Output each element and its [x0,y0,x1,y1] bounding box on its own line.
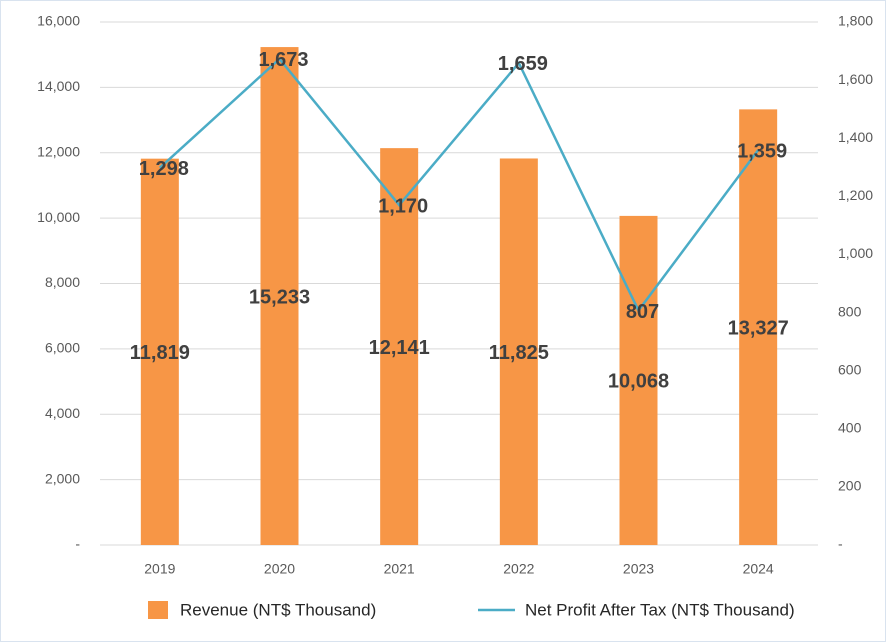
data-label: 13,327 [728,317,789,339]
x-tick-label: 2019 [144,561,175,577]
data-label: 11,819 [130,342,190,364]
x-tick-label: 2020 [264,561,295,577]
bar [739,109,778,545]
y2-tick-label: 1,400 [838,129,873,145]
y2-tick-label: 1,200 [838,187,873,203]
legend-label: Net Profit After Tax (NT$ Thousand) [525,600,795,619]
data-label: 1,298 [139,158,189,180]
x-tick-label: 2023 [623,561,654,577]
y-tick-label: 4,000 [45,405,80,421]
bar [499,158,538,545]
data-label: 1,659 [498,53,548,75]
y2-tick-label: 1,000 [838,245,873,261]
y-tick-label: 2,000 [45,470,80,486]
data-label: 15,233 [249,286,310,308]
y-tick-label: 6,000 [45,340,80,356]
line [158,57,760,313]
legend-label: Revenue (NT$ Thousand) [180,600,376,619]
legend-swatch [148,601,168,619]
y2-tick-label: 1,600 [838,71,873,87]
y-tick-label: 8,000 [45,274,80,290]
y2-tick-label: 600 [838,361,862,377]
y2-tick-label: 1,800 [838,13,873,29]
data-label: 1,170 [378,195,428,217]
y-tick-label: 10,000 [37,209,80,225]
data-label: 12,141 [369,337,430,359]
y-tick-label: 14,000 [37,78,80,94]
bar [380,148,419,546]
data-label: 1,359 [737,140,787,162]
bar [619,215,658,545]
data-label: 10,068 [608,371,669,393]
x-tick-label: 2022 [503,561,534,577]
bar [260,47,299,545]
y-tick-label: - [75,536,80,552]
data-label: 11,825 [489,342,549,364]
data-label: 807 [626,301,659,323]
y2-tick-label: 200 [838,478,862,494]
bar [140,158,179,545]
x-tick-label: 2024 [743,561,774,577]
y2-tick-label: 800 [838,303,862,319]
y2-tick-label: - [838,536,843,552]
x-tick-label: 2021 [384,561,415,577]
y-tick-label: 16,000 [37,13,80,29]
y2-tick-label: 400 [838,419,862,435]
y-tick-label: 12,000 [37,143,80,159]
data-label: 1,673 [258,49,308,71]
